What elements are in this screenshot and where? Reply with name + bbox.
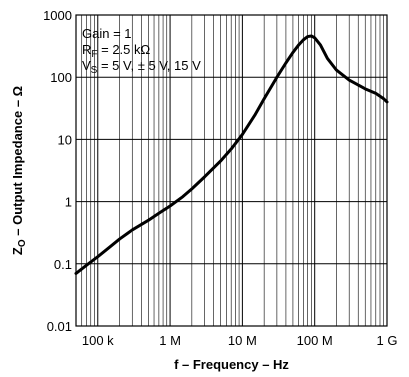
- x-tick-label: 100 M: [297, 333, 333, 348]
- y-tick-label: 100: [50, 70, 72, 85]
- y-tick-labels: 0.01 0.1 1 10 100 1000: [43, 8, 72, 334]
- x-tick-labels: 100 k 1 M 10 M 100 M 1 G: [82, 333, 398, 348]
- annotation-vs-rest: = 5 V, ± 5 V, 15 V: [97, 58, 201, 73]
- annotation-rf: RF = 2.5 kΩ: [82, 42, 150, 60]
- series-line-output-impedance: [74, 34, 389, 275]
- annotation-rf-main: R: [82, 42, 91, 57]
- y-tick-label: 1000: [43, 8, 72, 23]
- plot-frame: [75, 14, 388, 327]
- y-tick-label: 10: [58, 132, 72, 147]
- x-tick-label: 1 G: [377, 333, 398, 348]
- y-axis-title-main: Z: [10, 247, 25, 255]
- y-tick-label: 0.1: [54, 257, 72, 272]
- annotation-gain: Gain = 1: [82, 26, 132, 41]
- y-axis-title-sub: O: [17, 239, 28, 247]
- x-tick-label: 1 M: [159, 333, 181, 348]
- y-axis-title-rest: – Output Impedance – Ω: [10, 86, 25, 239]
- chart-annotation: Gain = 1 RF = 2.5 kΩ VS = 5 V, ± 5 V, 15…: [82, 26, 201, 76]
- y-tick-label: 0.01: [47, 319, 72, 334]
- annotation-rf-rest: = 2.5 kΩ: [98, 42, 151, 57]
- annotation-rf-sub: F: [91, 49, 97, 60]
- grid-minor: [75, 15, 384, 326]
- annotation-vs-main: V: [82, 58, 91, 73]
- y-tick-label: 1: [65, 195, 72, 210]
- annotation-vs: VS = 5 V, ± 5 V, 15 V: [82, 58, 201, 76]
- x-tick-label: 100 k: [82, 333, 114, 348]
- x-axis-title: f – Frequency – Hz: [174, 357, 289, 372]
- annotation-vs-sub: S: [91, 65, 98, 76]
- y-axis-title: ZO – Output Impedance – Ω: [10, 86, 28, 255]
- x-tick-label: 10 M: [228, 333, 257, 348]
